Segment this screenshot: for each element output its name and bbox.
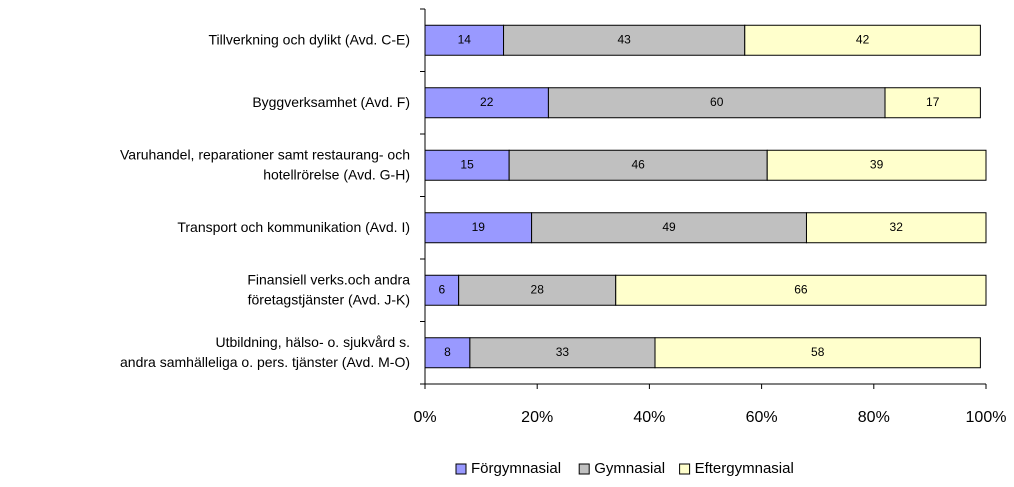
- value-label: 60: [710, 95, 724, 109]
- category-label: Utbildning, hälso- o. sjukvård s. andra s…: [120, 333, 410, 369]
- value-label: 58: [811, 345, 825, 359]
- category-label: Finansiell verks.och andra företagstjänst…: [247, 271, 410, 307]
- category-label: Tillverkning och dylikt (Avd. C-E): [208, 31, 410, 47]
- x-tick-label: 100%: [966, 409, 1007, 426]
- legend-swatch: [578, 463, 590, 475]
- value-label: 17: [926, 95, 940, 109]
- bar-segment: [547, 87, 886, 119]
- bar-segment: [531, 212, 807, 244]
- value-label: 42: [856, 32, 870, 46]
- value-label: 14: [458, 32, 472, 46]
- value-label: 28: [531, 282, 545, 296]
- category-label: Byggverksamhet (Avd. F): [252, 93, 410, 109]
- bar-segment: [458, 274, 617, 306]
- x-tick-label: 60%: [746, 409, 778, 426]
- value-label: 19: [472, 220, 486, 234]
- value-label: 43: [617, 32, 631, 46]
- bar-segment: [469, 337, 656, 369]
- value-label: 66: [794, 282, 808, 296]
- bar-segment: [766, 149, 987, 181]
- value-label: 32: [890, 220, 904, 234]
- value-label: 46: [632, 157, 646, 171]
- value-label: 39: [870, 157, 884, 171]
- bar-segment: [744, 24, 981, 56]
- value-label: 8: [444, 345, 451, 359]
- bar-segment: [508, 149, 768, 181]
- category-label: Transport och kommunikation (Avd. I): [177, 218, 410, 234]
- value-label: 22: [480, 95, 494, 109]
- legend-label: Eftergymnasial: [695, 460, 794, 477]
- x-tick-label: 40%: [633, 409, 665, 426]
- bar-segment: [424, 274, 460, 306]
- value-label: 15: [460, 157, 474, 171]
- value-label: 33: [556, 345, 570, 359]
- x-tick-label: 80%: [858, 409, 890, 426]
- legend-swatch: [455, 463, 467, 475]
- legend-label: Förgymnasial: [471, 460, 561, 477]
- value-label: 6: [438, 282, 445, 296]
- legend-swatch: [679, 463, 691, 475]
- bar-segment: [424, 24, 505, 56]
- bar-segment: [424, 87, 549, 119]
- x-tick-label: 20%: [521, 409, 553, 426]
- x-tick-label: 0%: [413, 409, 436, 426]
- bar-segment: [884, 87, 981, 119]
- value-label: 49: [662, 220, 676, 234]
- bar-segment: [654, 337, 981, 369]
- legend-label: Gymnasial: [594, 460, 665, 477]
- bar-segment: [805, 212, 987, 244]
- bar-segment: [424, 149, 510, 181]
- category-label: Varuhandel, reparationer samt restaurang…: [120, 146, 410, 182]
- bar-segment: [615, 274, 987, 306]
